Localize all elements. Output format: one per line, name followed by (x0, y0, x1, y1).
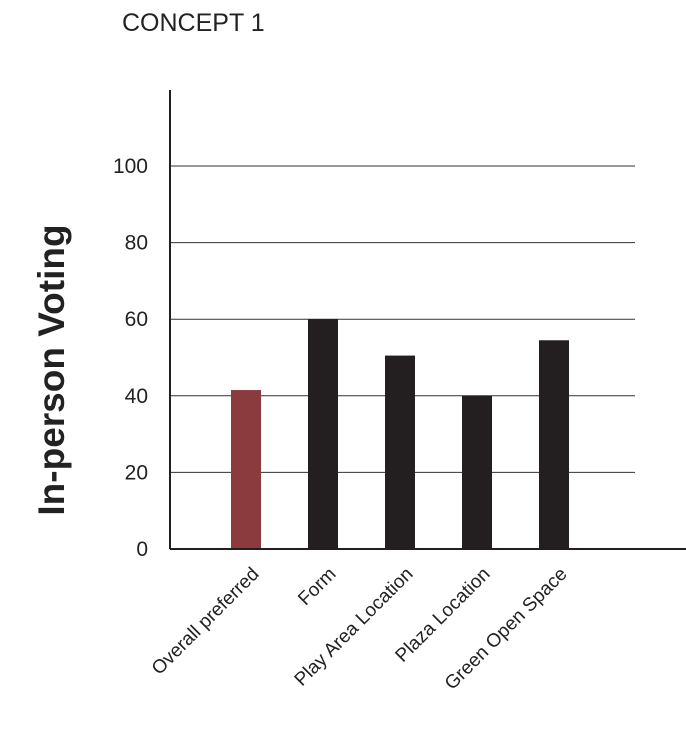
y-tick-label: 60 (125, 308, 148, 331)
y-axis-label: In-person Voting (31, 224, 72, 515)
y-tick-labels: 0 20 40 60 80 100 (113, 155, 148, 561)
bars (231, 319, 569, 549)
x-category-label: Form (294, 564, 340, 610)
axes (169, 90, 686, 550)
bar (308, 319, 338, 549)
x-category-label: Overall preferred (148, 564, 264, 680)
chart-title: CONCEPT 1 (122, 9, 265, 37)
y-tick-label: 100 (113, 155, 148, 178)
bar (462, 395, 492, 549)
bar (539, 340, 569, 549)
y-tick-label: 80 (125, 232, 148, 255)
bar (385, 355, 415, 549)
bar (231, 390, 261, 549)
y-tick-label: 40 (125, 385, 148, 408)
y-tick-label: 0 (136, 538, 148, 561)
y-tick-label: 20 (125, 461, 148, 484)
